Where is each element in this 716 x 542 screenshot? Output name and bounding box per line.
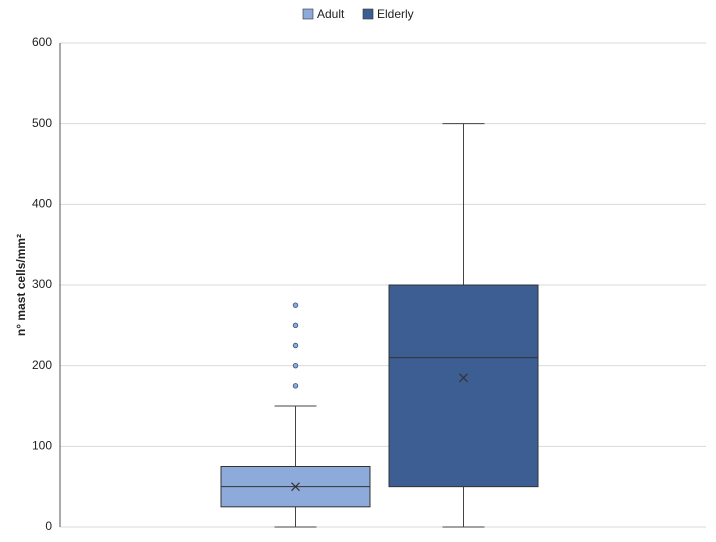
outlier xyxy=(292,322,299,329)
y-axis-label: n° mast cells/mm² xyxy=(14,234,28,336)
box xyxy=(388,284,539,488)
outlier xyxy=(292,302,299,308)
y-tick-label: 100 xyxy=(32,439,52,453)
y-tick-label: 500 xyxy=(32,116,52,130)
outlier xyxy=(292,342,299,349)
mean-marker xyxy=(291,482,300,492)
legend-label: Elderly xyxy=(377,7,414,21)
y-tick-label: 200 xyxy=(32,358,52,372)
legend-swatch xyxy=(362,8,374,20)
y-tick-label: 300 xyxy=(32,277,52,291)
legend-label: Adult xyxy=(317,7,345,21)
outlier xyxy=(292,383,299,389)
legend-swatch xyxy=(302,8,314,20)
y-tick-label: 600 xyxy=(32,35,52,49)
y-tick-label: 400 xyxy=(32,197,52,211)
mean-marker xyxy=(459,373,468,383)
outlier xyxy=(292,362,299,369)
y-tick-label: 0 xyxy=(45,519,52,533)
